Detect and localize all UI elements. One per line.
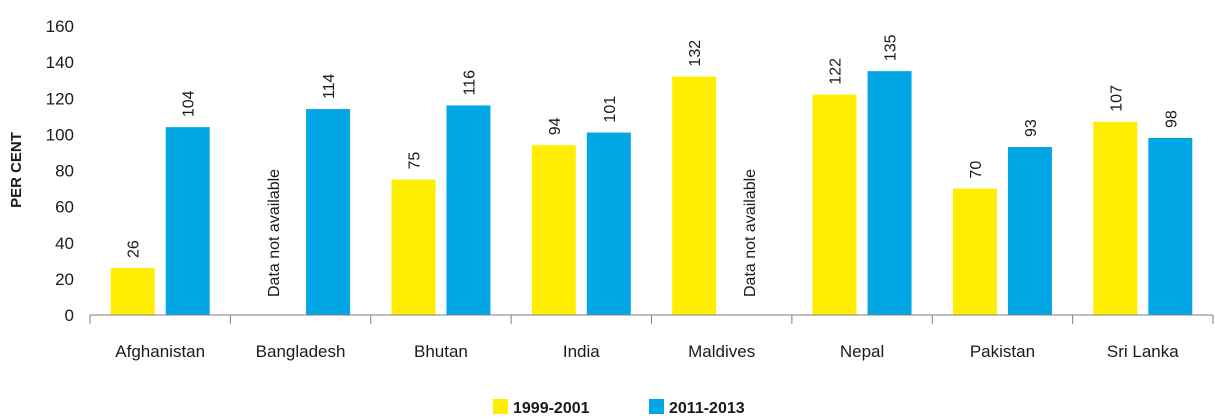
bar [1007, 147, 1052, 315]
data-label: 132 [687, 40, 704, 67]
category-label: Afghanistan [115, 342, 205, 361]
y-axis-ticks: 0 20 40 60 80 100 120 140 160 [46, 17, 74, 325]
y-tick-label: 20 [55, 270, 74, 289]
y-tick-label: 140 [46, 53, 74, 72]
bar [165, 127, 210, 316]
category-label: Maldives [688, 342, 755, 361]
bar [110, 268, 155, 315]
category-label: India [563, 342, 600, 361]
y-tick-label: 0 [65, 306, 74, 325]
data-label: 98 [1163, 110, 1180, 128]
bars: 26 104 Data not available 114 75 116 94 101 132 D… [110, 34, 1193, 316]
legend-swatch [493, 399, 508, 414]
y-axis-title: PER CENT [8, 132, 25, 208]
bar [531, 145, 576, 315]
data-label: 122 [828, 58, 845, 85]
x-axis [89, 314, 1214, 324]
category-label: Bangladesh [256, 342, 346, 361]
legend-swatch [649, 399, 664, 414]
y-tick-label: 80 [55, 162, 74, 181]
bar [812, 94, 857, 315]
bar [1093, 121, 1138, 315]
data-label: 116 [461, 70, 478, 96]
data-label: 135 [883, 34, 900, 61]
data-label: 70 [968, 161, 985, 179]
data-label: 104 [181, 90, 198, 117]
data-label: 114 [321, 73, 338, 99]
y-tick-label: 100 [46, 125, 74, 144]
data-label: 94 [547, 117, 564, 135]
legend: 1999-2001 2011-2013 [493, 399, 745, 417]
category-label: Nepal [840, 342, 884, 361]
data-label: 75 [406, 152, 423, 170]
category-label: Pakistan [970, 342, 1035, 361]
bar [672, 76, 717, 315]
y-tick-label: 120 [46, 89, 74, 108]
bar [446, 105, 491, 315]
not-available-label: Data not available [266, 169, 283, 297]
category-labels: Afghanistan Bangladesh Bhutan India Maldives… [115, 342, 1179, 361]
data-label: 107 [1108, 85, 1125, 112]
bar [586, 132, 631, 315]
legend-label: 2011-2013 [669, 400, 745, 414]
y-tick-label: 60 [55, 198, 74, 217]
bar [1148, 137, 1193, 315]
bar [867, 71, 912, 315]
bar [306, 109, 351, 316]
category-label: Sri Lanka [1107, 342, 1179, 361]
y-tick-label: 40 [55, 234, 74, 253]
not-available-label: Data not available [742, 169, 759, 297]
bar [952, 188, 997, 315]
bar [391, 179, 436, 315]
data-label: 26 [126, 240, 143, 258]
y-tick-label: 160 [46, 17, 74, 36]
category-label: Bhutan [414, 342, 468, 361]
data-label: 101 [602, 96, 619, 123]
data-label: 93 [1023, 119, 1040, 137]
legend-label: 1999-2001 [513, 400, 590, 414]
